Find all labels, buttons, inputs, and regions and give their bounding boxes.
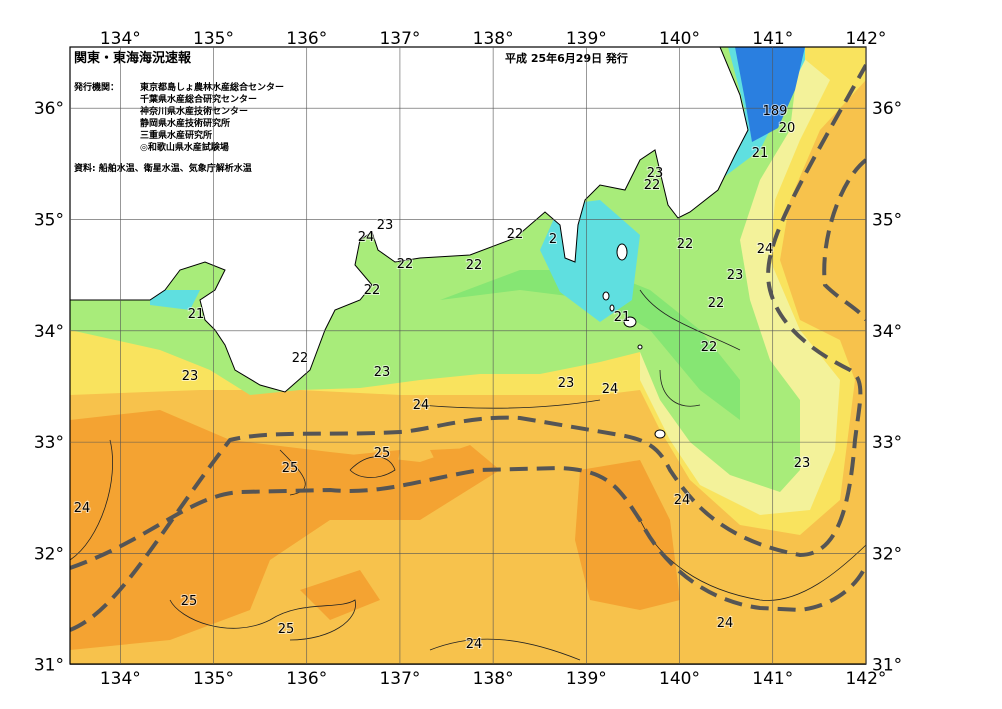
source: 資料: 船舶水温、衛星水温、気象庁解析水温	[74, 162, 252, 174]
contour-label: 24	[358, 230, 375, 245]
contour-label: 22	[708, 296, 725, 311]
contour-label: 21	[614, 310, 631, 325]
contour-label: 22	[644, 178, 661, 193]
lat-label: 36°	[872, 99, 902, 119]
contour-label: 189	[763, 104, 788, 119]
lon-label: 138°	[473, 29, 514, 49]
contour-label: 22	[364, 283, 381, 298]
lon-label: 134°	[100, 29, 141, 49]
contour-label: 24	[717, 616, 734, 631]
issue-date: 平成 25年6月29日 発行	[505, 51, 628, 65]
lon-label: 136°	[286, 669, 327, 689]
contour-label: 20	[779, 121, 796, 136]
lat-label: 35°	[34, 211, 64, 231]
lat-label: 35°	[872, 211, 902, 231]
lat-label: 32°	[34, 544, 64, 564]
lat-label: 31°	[872, 656, 902, 676]
lat-label: 33°	[34, 433, 64, 453]
contour-label: 24	[74, 501, 91, 516]
contour-label: 22	[397, 257, 414, 272]
lon-label: 136°	[286, 29, 327, 49]
lon-label: 140°	[659, 29, 700, 49]
contour-label: 23	[727, 268, 744, 283]
lon-label: 139°	[566, 669, 607, 689]
lat-label: 33°	[872, 433, 902, 453]
contour-label: 21	[752, 146, 769, 161]
lon-label: 141°	[752, 29, 793, 49]
issuer: 東京都島しょ農林水産総合センター	[140, 81, 284, 93]
lon-label: 135°	[193, 29, 234, 49]
lon-label: 137°	[379, 29, 420, 49]
contour-label: 25	[278, 622, 295, 637]
issuer: 千葉県水産総合研究センター	[140, 93, 257, 105]
contour-label: 22	[292, 351, 309, 366]
contour-label: 25	[282, 461, 299, 476]
lat-label: 31°	[34, 656, 64, 676]
lat-label: 34°	[872, 322, 902, 342]
title: 関東・東海海況速報	[74, 50, 192, 66]
lon-label: 142°	[845, 29, 886, 49]
lon-label: 134°	[100, 669, 141, 689]
sea-surface	[70, 47, 866, 664]
lon-label: 141°	[752, 669, 793, 689]
lat-label: 34°	[34, 322, 64, 342]
issuer: 三重県水産研究所	[140, 129, 212, 141]
issuer-label: 発行機関：	[73, 81, 119, 93]
contour-label: 23	[182, 369, 199, 384]
lat-label: 36°	[34, 99, 64, 119]
contour-label: 22	[701, 340, 718, 355]
contour-label: 2	[549, 232, 557, 247]
lon-label: 137°	[379, 669, 420, 689]
contour-label: 23	[647, 166, 664, 181]
contour-label: 23	[374, 365, 391, 380]
contour-label: 22	[466, 258, 483, 273]
contour-label: 25	[181, 594, 198, 609]
contour-label: 22	[507, 227, 524, 242]
contour-label: 24	[674, 493, 691, 508]
contour-label: 25	[374, 446, 391, 461]
contour-label: 24	[757, 242, 774, 257]
contour-label: 24	[602, 382, 619, 397]
lon-label: 139°	[566, 29, 607, 49]
issuer: 神奈川県水産技術センター	[140, 105, 248, 117]
lat-label: 32°	[872, 544, 902, 564]
contour-label: 23	[794, 456, 811, 471]
contour-label: 22	[677, 237, 694, 252]
lon-label: 142°	[845, 669, 886, 689]
lon-label: 140°	[659, 669, 700, 689]
contour-label: 23	[377, 218, 394, 233]
issuer: ◎和歌山県水産試験場	[140, 141, 229, 153]
contour-label: 24	[413, 398, 430, 413]
lon-label: 138°	[473, 669, 514, 689]
contour-label: 24	[466, 637, 483, 652]
contour-label: 23	[558, 376, 575, 391]
lon-label: 135°	[193, 669, 234, 689]
contour-label: 21	[188, 307, 205, 322]
issuer: 静岡県水産技術研究所	[140, 117, 230, 129]
